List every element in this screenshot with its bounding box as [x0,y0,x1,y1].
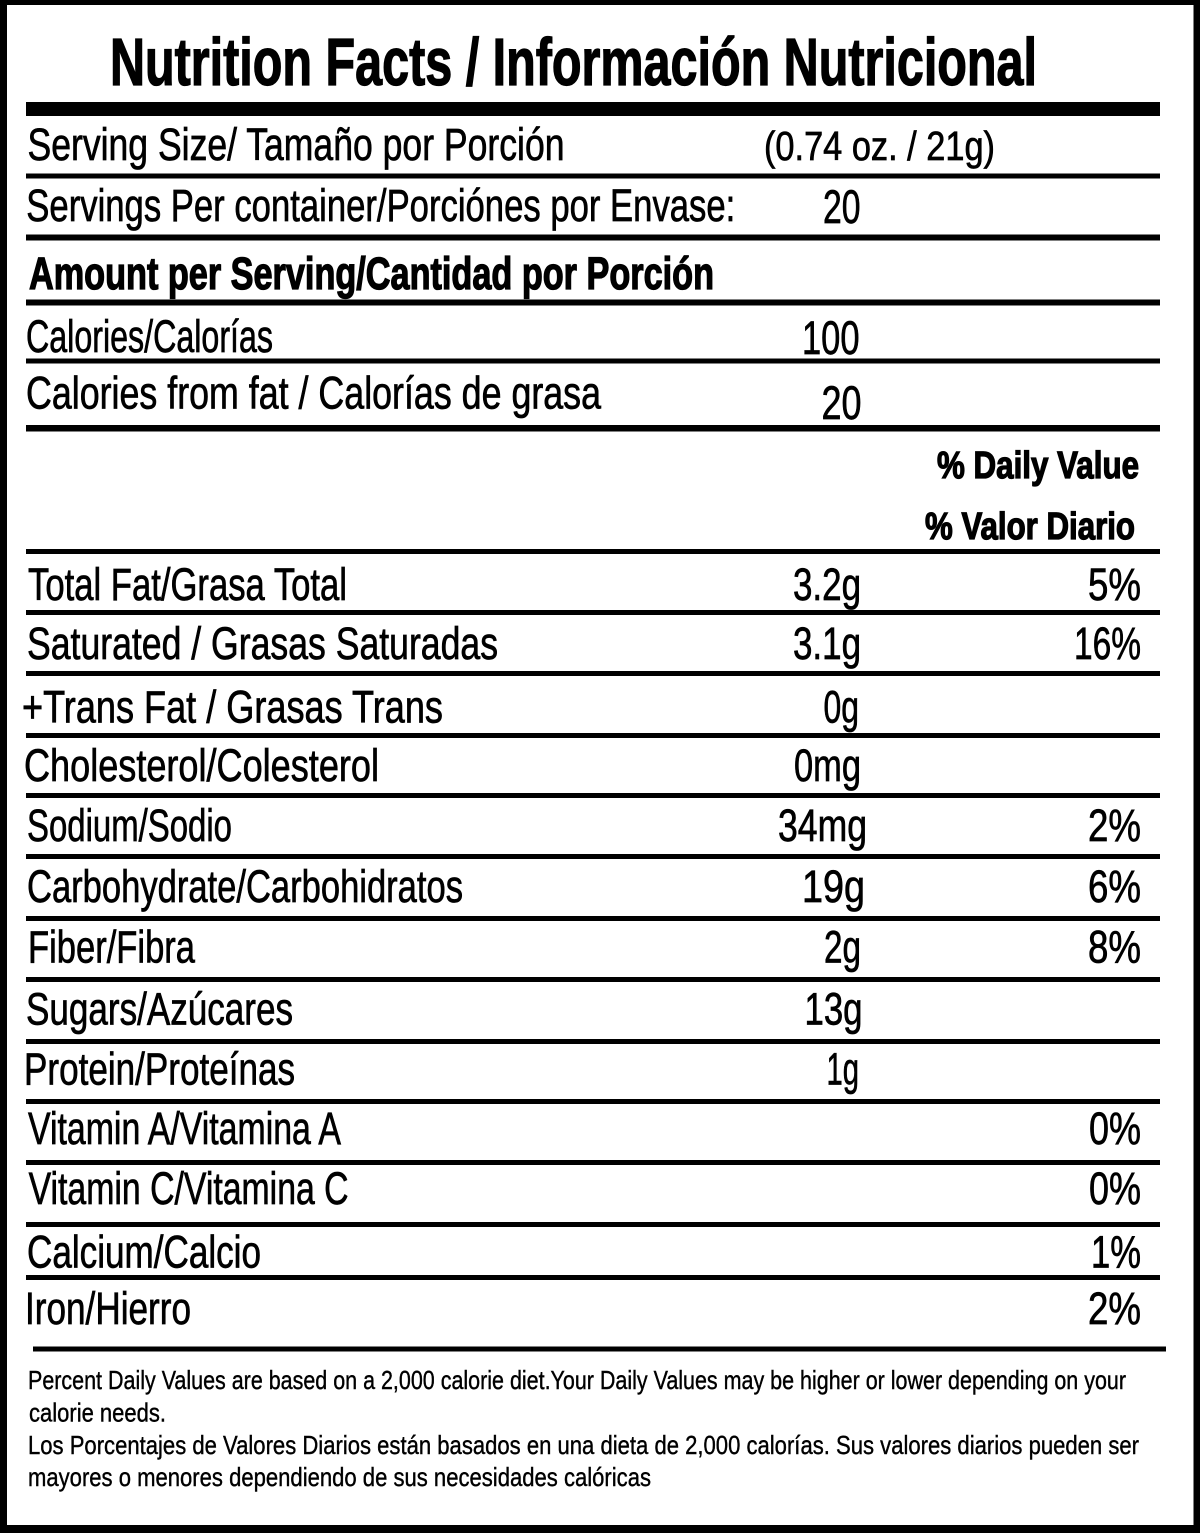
svg-text:% Daily Value: % Daily Value [937,445,1139,487]
svg-text:3.2g: 3.2g [793,559,861,610]
svg-text:Total Fat/Grasa Total: Total Fat/Grasa Total [28,559,347,610]
svg-text:13g: 13g [805,984,863,1035]
svg-text:16%: 16% [1074,618,1141,669]
svg-text:Carbohydrate/Carbohidratos: Carbohydrate/Carbohidratos [27,861,463,912]
svg-text:Amount per Serving/Cantidad po: Amount per Serving/Cantidad por Porción [29,248,714,299]
svg-text:19g: 19g [802,861,865,912]
svg-text:Vitamin A/Vitamina A: Vitamin A/Vitamina A [28,1103,341,1154]
svg-text:Servings Per container/Porción: Servings Per container/Porciónes por Env… [26,180,735,231]
svg-text:Vitamin C/Vitamina C: Vitamin C/Vitamina C [29,1163,349,1214]
svg-text:+Trans Fat / Grasas Trans: +Trans Fat / Grasas Trans [22,682,443,733]
svg-text:Los Porcentajes de Valores Dia: Los Porcentajes de Valores Diarios están… [28,1430,1139,1460]
svg-text:5%: 5% [1088,559,1141,610]
svg-text:0mg: 0mg [794,740,861,791]
svg-text:Cholesterol/Colesterol: Cholesterol/Colesterol [24,740,379,791]
svg-text:6%: 6% [1088,861,1141,912]
svg-text:20: 20 [823,180,861,233]
svg-text:100: 100 [802,311,860,364]
svg-text:Protein/Proteínas: Protein/Proteínas [24,1044,295,1095]
svg-text:2g: 2g [824,922,861,973]
svg-text:8%: 8% [1088,922,1141,973]
svg-text:2%: 2% [1088,800,1141,851]
svg-text:Percent Daily Values are based: Percent Daily Values are based on a 2,00… [28,1365,1126,1395]
svg-text:Nutrition Facts / Información: Nutrition Facts / Información Nutriciona… [110,25,1037,100]
svg-text:3.1g: 3.1g [793,618,861,669]
svg-text:Iron/Hierro: Iron/Hierro [25,1283,191,1334]
svg-text:Sodium/Sodio: Sodium/Sodio [27,800,232,851]
svg-text:20: 20 [822,376,862,429]
svg-text:Calories from fat / Calorías d: Calories from fat / Calorías de grasa [26,368,602,419]
svg-text:34mg: 34mg [778,800,867,851]
svg-text:0%: 0% [1089,1163,1141,1214]
svg-text:Calories/Calorías: Calories/Calorías [26,311,273,362]
svg-text:1%: 1% [1091,1227,1141,1278]
svg-text:Calcium/Calcio: Calcium/Calcio [27,1227,261,1278]
svg-text:Serving Size/ Tamaño por Porci: Serving Size/ Tamaño por Porción [28,119,565,170]
svg-text:(0.74 oz. / 21g): (0.74 oz. / 21g) [764,123,995,169]
svg-text:% Valor Diario: % Valor Diario [925,506,1135,548]
svg-text:Saturated / Grasas Saturadas: Saturated / Grasas Saturadas [27,618,498,669]
svg-text:calorie needs.: calorie needs. [29,1398,166,1428]
svg-text:2%: 2% [1088,1283,1141,1334]
svg-text:Fiber/Fibra: Fiber/Fibra [28,922,196,973]
svg-text:mayores o menores dependiendo: mayores o menores dependiendo de sus nec… [28,1462,651,1492]
svg-text:0%: 0% [1089,1103,1141,1154]
svg-text:0g: 0g [824,682,860,733]
svg-text:Sugars/Azúcares: Sugars/Azúcares [26,984,293,1035]
svg-text:1g: 1g [827,1044,860,1095]
